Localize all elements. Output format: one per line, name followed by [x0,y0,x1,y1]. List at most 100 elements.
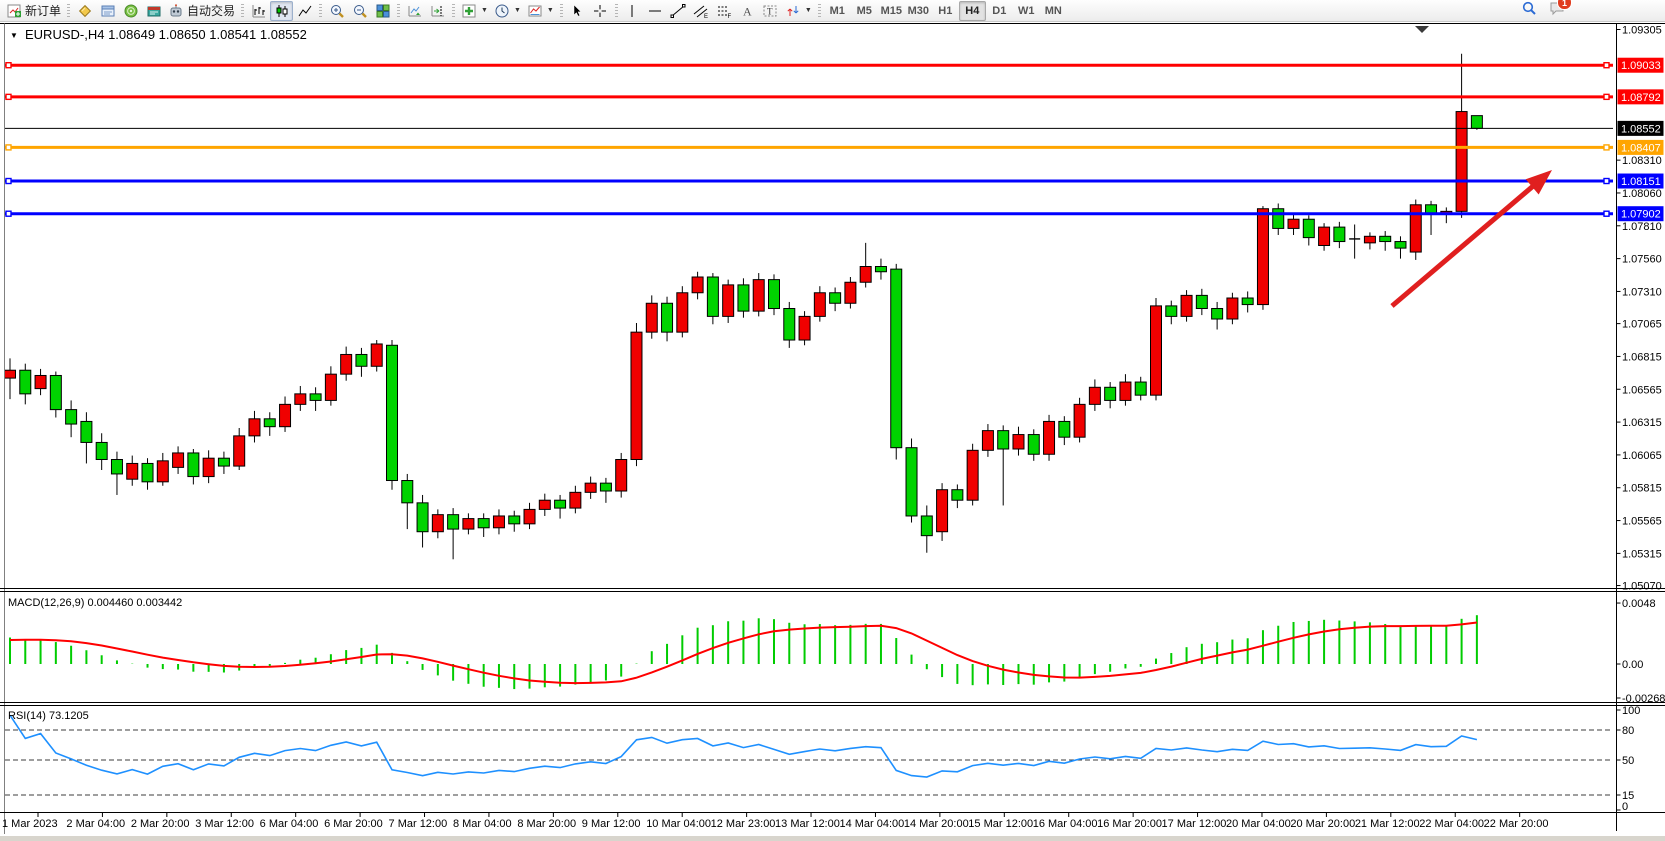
bullish-candle [645,302,658,333]
bullish-candle [492,515,505,529]
timeframe-d1-button[interactable]: D1 [986,1,1013,21]
auto-scroll-button[interactable] [403,1,426,21]
bullish-candle [5,369,16,379]
rsi-line [9,714,1478,778]
horizontal-line-button[interactable] [644,1,667,21]
timeframe-m30-button-label: M30 [907,4,929,17]
time-tick-label: 9 Mar 12:00 [582,818,641,830]
chart-shift-button[interactable] [426,1,449,21]
svg-text:A: A [743,4,752,18]
line-anchor-handle[interactable] [1603,62,1610,69]
bullish-candle [172,452,185,468]
horizontal-line-object[interactable] [5,93,1613,101]
line-anchor-handle[interactable] [1603,177,1610,185]
horizontal-line-object[interactable] [5,144,1613,151]
price-axis[interactable]: 1.09305 1.08310 1.08060 1.07810 1.07560 1.073… [1616,25,1665,814]
market-watch-button[interactable] [73,1,96,21]
bearish-candle [554,499,567,509]
bearish-candle [1058,420,1071,438]
line-anchor-handle[interactable] [5,144,12,151]
terminal-button[interactable] [142,1,165,21]
bullish-candle [798,315,811,341]
dropdown-caret-icon[interactable]: ▼ [481,7,488,14]
line-anchor-handle[interactable] [5,62,12,69]
line-chart-button[interactable] [293,1,316,21]
time-axis[interactable]: 1 Mar 2023 2 Mar 04:00 2 Mar 20:00 3 Mar 12… [2,812,1548,831]
bullish-candle [1088,386,1101,405]
bullish-candle [523,508,536,525]
zoom-in-button[interactable] [325,1,348,21]
timeframe-h4-button[interactable]: H4 [958,0,986,21]
arrows-button[interactable]: ▼ [782,1,815,21]
bar-chart-button[interactable] [247,1,270,21]
new-order-button[interactable]: 新订单 [3,1,64,21]
timeframe-m15-button-label: M15 [880,4,902,17]
dropdown-caret-icon[interactable]: ▼ [804,7,812,14]
dropdown-caret-icon[interactable]: ▼ [513,7,521,14]
trend-arrow-object[interactable] [1390,170,1552,308]
line-anchor-handle[interactable] [1603,210,1610,217]
price-tick-label: 1.06565 [1622,384,1662,396]
timeframe-m15-button[interactable]: M15 [878,1,905,21]
auto-trading-button[interactable]: 自动交易 [165,1,238,21]
indicators-button[interactable]: ▼ [458,1,491,21]
navigator-button[interactable] [119,1,142,21]
bearish-candle [477,518,490,529]
timeframe-w1-button[interactable]: W1 [1013,1,1040,21]
horizontal-line-object[interactable] [5,62,1613,69]
price-tick-label: 1.05565 [1622,516,1662,528]
price-tag: 1.09033 [1617,57,1664,73]
data-window-button[interactable] [96,1,119,21]
macd-indicator [9,615,1478,690]
timeframe-m30-button[interactable]: M30 [905,1,932,21]
text-label-button[interactable]: T [759,1,782,21]
dropdown-caret-icon[interactable]: ▼ [546,7,554,14]
candlesticks [5,53,1483,560]
rsi-label: RSI(14) 73.1205 [8,710,89,722]
cursor-button[interactable] [566,1,589,21]
line-anchor-handle[interactable] [5,177,12,185]
vertical-line-button[interactable] [621,1,644,21]
text-label-icon: T [763,5,777,16]
line-anchor-handle[interactable] [1603,144,1610,151]
templates-button[interactable]: ▼ [524,1,557,21]
equidistant-channel-button[interactable]: E [690,1,713,21]
bearish-candle [1104,386,1117,401]
text-button[interactable]: A [736,1,759,21]
text-icon: A [743,4,752,18]
bearish-candle [783,308,796,341]
periods-button[interactable]: ▼ [491,1,524,21]
price-tag-label: 1.08407 [1621,142,1661,154]
line-anchor-handle[interactable] [5,210,12,217]
market-watch-icon [78,4,91,17]
search-button[interactable] [1521,0,1537,21]
timeframe-m5-button[interactable]: M5 [851,1,878,21]
crosshair-button[interactable] [589,1,612,21]
bullish-candle [966,449,979,501]
chart-shift-marker[interactable] [1415,26,1429,33]
chart-canvas[interactable]: ▼ EURUSD-,H4 1.08649 1.08650 1.08541 1.08… [0,22,1665,841]
tile-windows-button[interactable] [371,1,394,21]
auto-trading-button-label: 自动交易 [187,4,236,18]
timeframe-m1-button[interactable]: M1 [824,1,851,21]
fibonacci-button[interactable]: F [713,1,736,21]
bullish-candle [859,265,872,283]
zoom-out-button[interactable] [348,1,371,21]
chart-menu-marker[interactable]: ▼ [10,31,18,40]
horizontal-line-object[interactable] [5,210,1613,217]
line-anchor-handle[interactable] [1603,93,1610,101]
trendline-button[interactable] [667,1,690,21]
line-anchor-handle[interactable] [5,93,12,101]
bullish-candle [844,281,857,304]
timeframe-mn-button[interactable]: MN [1040,1,1067,21]
timeframe-h1-button[interactable]: H1 [932,1,959,21]
zoom-out-icon [353,4,367,18]
time-tick-label: 8 Mar 04:00 [453,818,512,830]
rsi-indicator [5,714,1613,796]
chat-button[interactable]: 1 [1549,0,1572,21]
line-chart-icon [298,5,311,16]
bearish-candle [95,441,108,461]
bearish-candle [80,420,93,443]
horizontal-line-object[interactable] [5,177,1613,185]
candlestick-chart-button[interactable] [270,0,294,21]
